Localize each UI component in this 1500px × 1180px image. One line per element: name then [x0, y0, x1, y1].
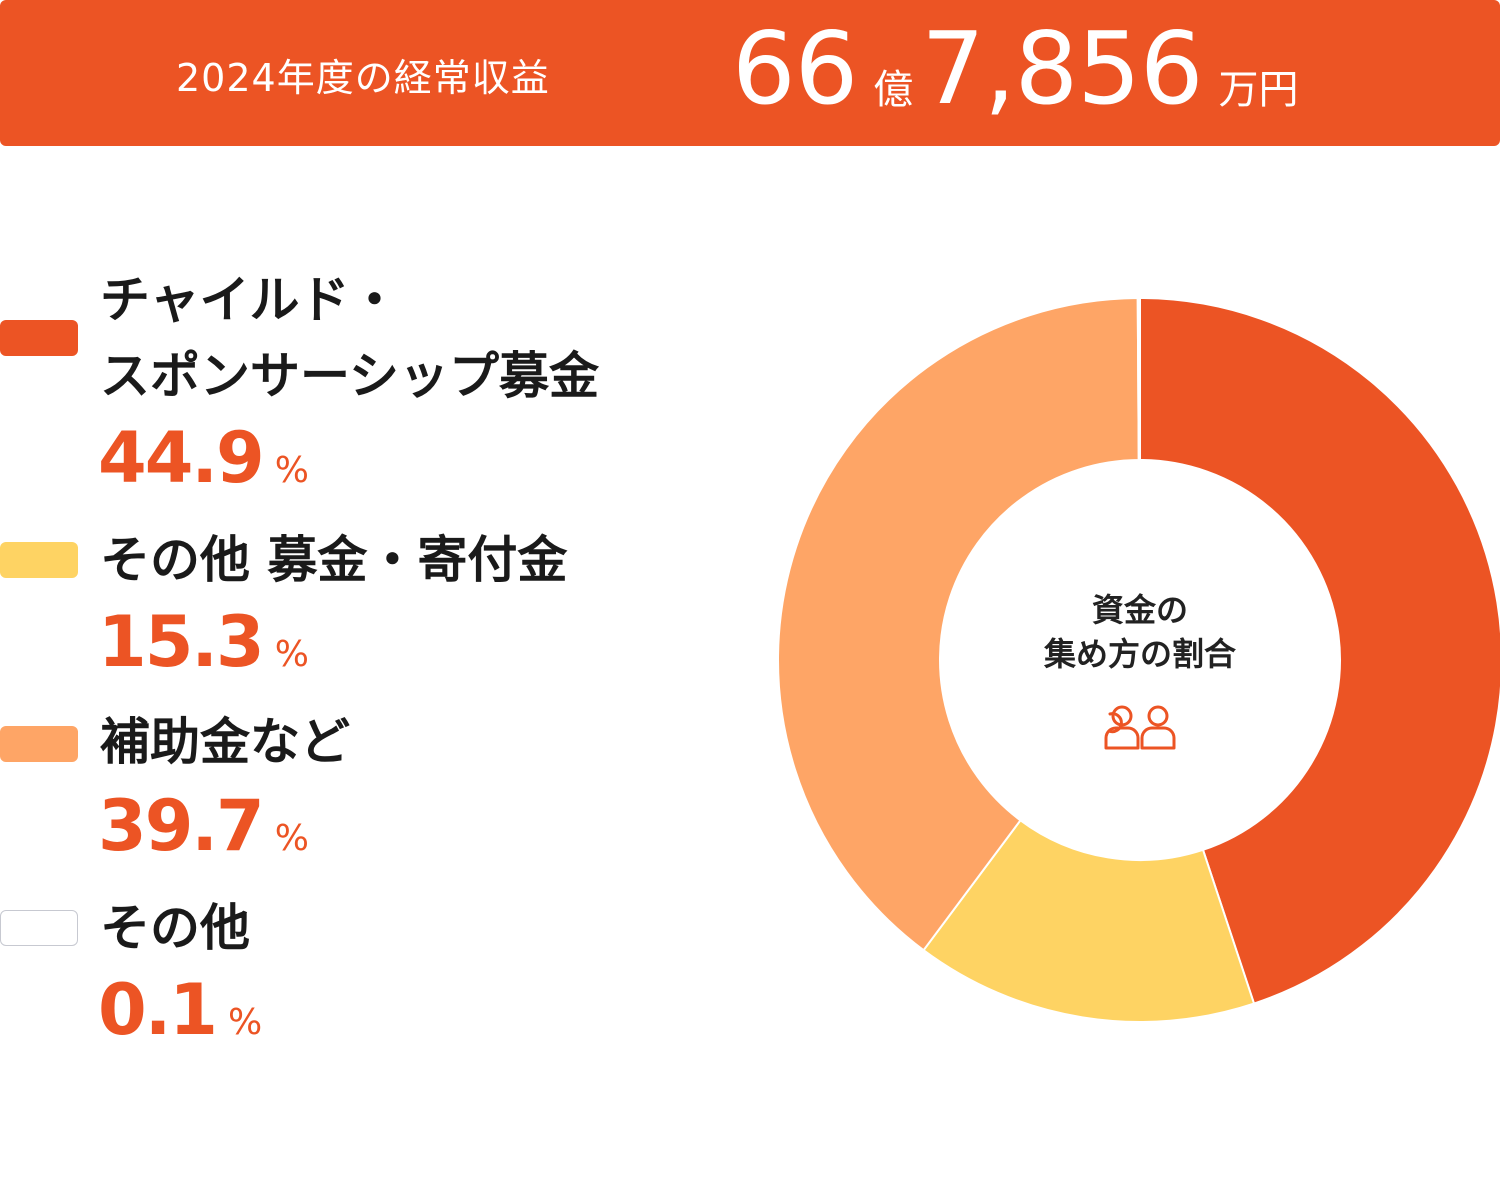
people-icon — [1104, 705, 1176, 750]
donut-center-label: 資金の 集め方の割合 — [960, 588, 1320, 676]
legend-label-grants: 補助金など — [100, 713, 350, 771]
center-label-line1: 資金の — [1091, 591, 1188, 629]
percent-value: 15.3 — [98, 601, 265, 683]
legend-label-other-donations: その他 募金・寄付金 — [100, 531, 568, 589]
percent-unit: % — [274, 818, 309, 859]
slice-grants — [777, 296, 1140, 952]
legend-percent-other: 0.1 % — [98, 970, 262, 1050]
legend-label-child-sponsorship-line1: チャイルド・ — [100, 271, 400, 329]
amount-man-unit: 万円 — [1218, 67, 1299, 113]
revenue-banner: 2024年度の経常収益 66 億 7,856 万円 — [0, 0, 1500, 146]
legend-label-other: その他 — [100, 899, 250, 957]
legend-label-child-sponsorship-line2: スポンサーシップ募金 — [100, 347, 599, 405]
percent-unit: % — [274, 634, 309, 675]
percent-value: 44.9 — [98, 417, 265, 499]
revenue-label: 2024年度の経常収益 — [176, 56, 550, 100]
revenue-amount: 66 億 7,856 万円 — [732, 14, 1299, 124]
legend-swatch-other-donations — [0, 542, 78, 578]
percent-value: 39.7 — [98, 785, 265, 867]
legend-swatch-other — [0, 910, 78, 946]
legend-percent-grants: 39.7 % — [98, 786, 309, 866]
amount-oku-unit: 億 — [873, 67, 914, 113]
slice-other-donations — [922, 818, 1256, 1023]
amount-oku-value: 66 — [732, 10, 858, 127]
percent-unit: % — [228, 1002, 263, 1043]
amount-man-value: 7,856 — [921, 10, 1203, 127]
center-label-line2: 集め方の割合 — [1043, 635, 1236, 673]
slice-other — [1136, 296, 1141, 462]
percent-value: 0.1 — [98, 969, 218, 1051]
donut-chart — [777, 296, 1500, 1023]
legend-percent-child-sponsorship: 44.9 % — [98, 418, 309, 498]
legend-swatch-child-sponsorship — [0, 320, 78, 356]
legend-swatch-grants — [0, 726, 78, 762]
percent-unit: % — [274, 450, 309, 491]
slice-child-sponsorship — [1139, 296, 1500, 1005]
legend-percent-other-donations: 15.3 % — [98, 602, 309, 682]
